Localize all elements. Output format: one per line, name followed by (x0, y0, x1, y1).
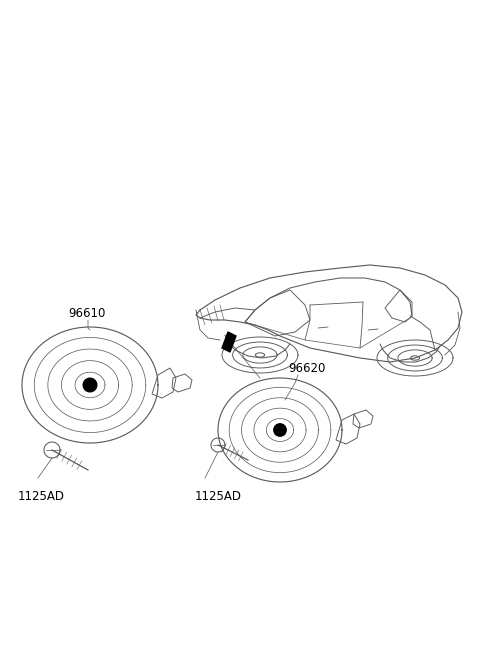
Circle shape (274, 424, 286, 436)
Text: 1125AD: 1125AD (195, 490, 242, 503)
Polygon shape (222, 332, 236, 352)
Text: 1125AD: 1125AD (18, 490, 65, 503)
Text: 96620: 96620 (288, 362, 325, 375)
Text: 96610: 96610 (68, 307, 106, 320)
Circle shape (83, 379, 97, 392)
